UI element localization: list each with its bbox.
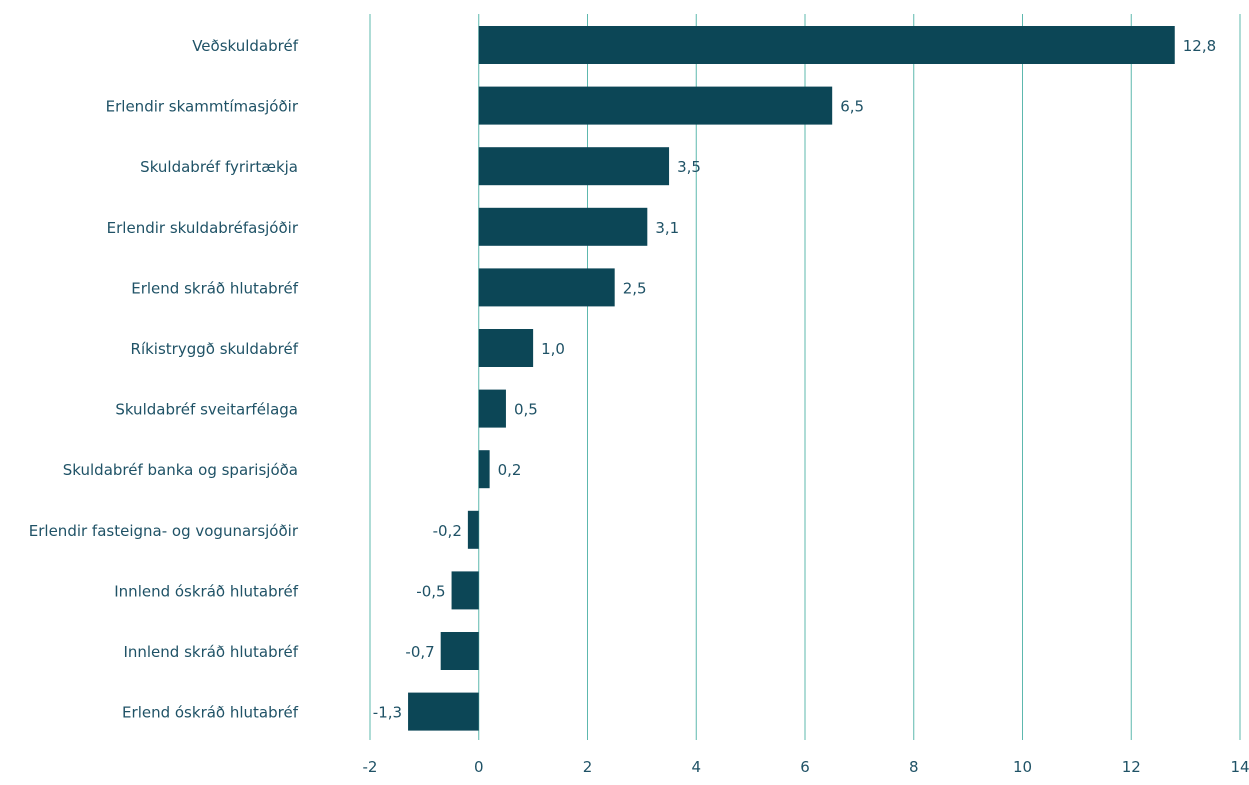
value-label: -0,5 [416,582,445,600]
category-label: Innlend skráð hlutabréf [123,643,298,661]
category-label: Innlend óskráð hlutabréf [114,582,298,600]
value-label: -0,2 [433,522,462,540]
category-label: Veðskuldabréf [192,37,299,55]
value-label: -1,3 [373,704,402,722]
category-label: Skuldabréf sveitarfélaga [115,401,298,419]
bar [479,390,506,428]
category-label: Erlendir skammtímasjóðir [106,98,299,116]
bar [452,571,479,609]
bar [479,147,669,185]
bar [479,268,615,306]
x-tick-label: 2 [583,758,593,776]
value-label: 6,5 [840,98,864,116]
bar [479,87,832,125]
value-label: -0,7 [405,643,434,661]
bar [479,208,648,246]
x-tick-label: 6 [800,758,810,776]
x-tick-label: 4 [691,758,701,776]
bar [468,511,479,549]
bar [479,450,490,488]
x-tick-label: 0 [474,758,484,776]
value-label: 12,8 [1183,37,1216,55]
bar [441,632,479,670]
x-axis-tick-labels: -2 0 2 4 6 8 10 12 14 [363,758,1249,776]
value-labels: 12,8 6,5 3,5 3,1 2,5 1,0 0,5 0,2 -0,2 -0,5 -0,7 -1,… [373,37,1216,722]
category-label: Skuldabréf banka og sparisjóða [63,461,298,479]
category-label: Erlendir fasteigna- og vogunarsjóðir [29,522,299,540]
bar [479,26,1175,64]
x-tick-label: 12 [1122,758,1141,776]
x-tick-label: 8 [909,758,919,776]
category-labels: Veðskuldabréf Erlendir skammtímasjóðir Sku… [29,37,299,722]
value-label: 3,1 [655,219,679,237]
bar [408,693,479,731]
category-label: Skuldabréf fyrirtækja [140,158,298,176]
value-label: 1,0 [541,340,565,358]
x-tick-label: -2 [363,758,378,776]
value-label: 2,5 [623,279,647,297]
category-label: Ríkistryggð skuldabréf [131,340,299,358]
category-label: Erlend skráð hlutabréf [131,279,298,297]
category-label: Erlendir skuldabréfasjóðir [107,219,299,237]
category-label: Erlend óskráð hlutabréf [122,704,299,722]
x-tick-label: 10 [1013,758,1032,776]
x-tick-label: 14 [1230,758,1249,776]
bar [479,329,533,367]
value-label: 0,2 [498,461,522,479]
value-label: 3,5 [677,158,701,176]
bars [408,26,1175,731]
value-label: 0,5 [514,401,538,419]
